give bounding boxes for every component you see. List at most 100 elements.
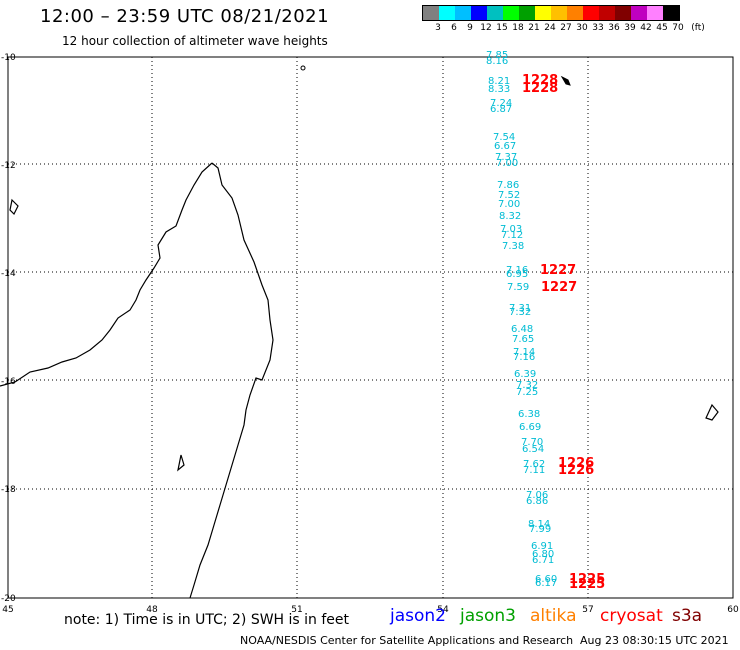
lat-label: -16 bbox=[1, 377, 16, 387]
wave-height-label: 6.71 bbox=[532, 555, 554, 566]
color-scale-label: 33 bbox=[592, 23, 604, 33]
wave-height-label: 8.16 bbox=[486, 56, 508, 67]
wave-height-label: 7.00 bbox=[496, 158, 518, 169]
wave-height-label: 6.48 bbox=[511, 324, 533, 335]
lon-label: 60 bbox=[727, 605, 739, 615]
map-subtitle: 12 hour collection of altimeter wave hei… bbox=[62, 34, 328, 48]
color-swatch bbox=[631, 6, 647, 20]
color-swatch bbox=[439, 6, 455, 20]
pass-time-label: 1225 bbox=[569, 577, 605, 592]
color-scale-legend: 3 6 9 12 15 18 21 24 27 30 33 36 39 42 45 70 (ft) bbox=[422, 5, 705, 35]
color-scale-label: 30 bbox=[576, 23, 588, 33]
color-scale-label: 9 bbox=[467, 23, 473, 33]
color-swatch bbox=[423, 6, 439, 20]
lon-label: 51 bbox=[291, 605, 302, 615]
color-swatch bbox=[487, 6, 503, 20]
pass-time-label: 1225 bbox=[569, 572, 605, 587]
pass-time-label: 1227 bbox=[540, 263, 576, 278]
wave-height-label: 7.06 bbox=[526, 490, 548, 501]
map-title: 12:00 – 23:59 UTC 08/21/2021 bbox=[40, 6, 330, 27]
pass-time-label: 1228 bbox=[522, 73, 558, 88]
color-scale-label: 24 bbox=[544, 23, 556, 33]
color-swatch bbox=[551, 6, 567, 20]
color-scale-label: 12 bbox=[480, 23, 492, 33]
generated-timestamp: Aug 23 08:30:15 UTC 2021 bbox=[580, 634, 729, 647]
lon-label: 45 bbox=[2, 605, 13, 615]
wave-height-label: 6.17 bbox=[535, 578, 557, 589]
wave-height-label: 6.38 bbox=[518, 409, 540, 420]
wave-height-label: 6.39 bbox=[514, 369, 536, 380]
wave-height-label: 6.91 bbox=[531, 541, 553, 552]
island bbox=[300, 65, 306, 71]
wave-height-label: 7.12 bbox=[501, 230, 523, 241]
color-scale-label: 36 bbox=[608, 23, 620, 33]
wave-height-track: 7.85 8.16 8.21 8.33 7.24 6.87 7.54 6.67 … bbox=[486, 50, 557, 589]
wave-height-label: 7.62 bbox=[523, 459, 545, 470]
color-scale-label: 3 bbox=[435, 23, 441, 33]
wave-height-label: 7.32 bbox=[509, 307, 531, 318]
legend-s3a: s3a bbox=[672, 606, 703, 626]
wave-height-label: 7.59 bbox=[507, 282, 529, 293]
lat-label: -14 bbox=[1, 269, 16, 279]
legend-altika: altika bbox=[530, 606, 577, 626]
graticule bbox=[8, 57, 733, 598]
lon-label: 57 bbox=[582, 605, 593, 615]
color-scale-label: 6 bbox=[451, 23, 457, 33]
wave-height-label: 6.95 bbox=[506, 269, 528, 280]
wave-height-label: 6.69 bbox=[519, 422, 541, 433]
island bbox=[177, 454, 185, 472]
island bbox=[560, 75, 571, 86]
color-swatch bbox=[647, 6, 663, 20]
wave-height-label: 7.65 bbox=[512, 334, 534, 345]
wave-height-label: 8.14 bbox=[528, 519, 550, 530]
madagascar-coastline bbox=[0, 162, 274, 599]
wave-height-label: 7.11 bbox=[523, 465, 545, 476]
color-scale-label: 21 bbox=[528, 23, 540, 33]
wave-height-label: 6.67 bbox=[494, 141, 516, 152]
color-swatch bbox=[663, 6, 679, 20]
color-swatch bbox=[519, 6, 535, 20]
color-scale-swatches bbox=[422, 5, 680, 21]
map-frame bbox=[7, 56, 734, 599]
color-scale-label: 45 bbox=[656, 23, 668, 33]
wave-height-label: 8.32 bbox=[499, 211, 521, 222]
wave-height-label: 7.00 bbox=[498, 199, 520, 210]
wave-height-label: 7.31 bbox=[509, 303, 531, 314]
wave-height-label: 7.86 bbox=[497, 180, 519, 191]
wave-height-label: 7.32 bbox=[516, 380, 538, 391]
wave-height-label: 8.33 bbox=[488, 84, 510, 95]
color-swatch bbox=[567, 6, 583, 20]
lon-label: 48 bbox=[146, 605, 158, 615]
pass-time-label: 1226 bbox=[558, 463, 594, 478]
color-swatch bbox=[615, 6, 631, 20]
color-scale-label: 15 bbox=[496, 23, 508, 33]
legend-jason2: jason2 bbox=[390, 606, 446, 626]
wave-height-label: 7.38 bbox=[502, 241, 524, 252]
wave-height-label: 7.54 bbox=[493, 132, 515, 143]
wave-height-label: 6.54 bbox=[522, 444, 544, 455]
color-scale-label: 18 bbox=[512, 23, 524, 33]
lat-label: -20 bbox=[1, 594, 16, 604]
island bbox=[9, 198, 19, 216]
wave-height-label: 6.60 bbox=[535, 574, 557, 585]
island bbox=[705, 403, 719, 421]
color-scale-unit: (ft) bbox=[691, 23, 705, 33]
credit-line: NOAA/NESDIS Center for Satellite Applica… bbox=[240, 634, 574, 647]
color-swatch bbox=[503, 6, 519, 20]
pass-times: 1228 1228 1227 1227 1226 1226 1225 1225 bbox=[522, 73, 605, 592]
color-swatch bbox=[535, 6, 551, 20]
wave-height-label: 7.24 bbox=[490, 98, 512, 109]
color-swatch bbox=[583, 6, 599, 20]
wave-height-label: 7.03 bbox=[500, 224, 522, 235]
legend-cryosat: cryosat bbox=[600, 606, 663, 626]
color-swatch bbox=[471, 6, 487, 20]
wave-height-label: 7.70 bbox=[521, 437, 543, 448]
wave-height-label: 7.52 bbox=[498, 190, 520, 201]
pass-time-label: 1227 bbox=[541, 280, 577, 295]
wave-height-label: 7.37 bbox=[495, 152, 517, 163]
color-swatch bbox=[599, 6, 615, 20]
wave-height-label: 7.25 bbox=[516, 387, 538, 398]
lat-label: -10 bbox=[1, 53, 16, 63]
legend-jason3: jason3 bbox=[460, 606, 516, 626]
